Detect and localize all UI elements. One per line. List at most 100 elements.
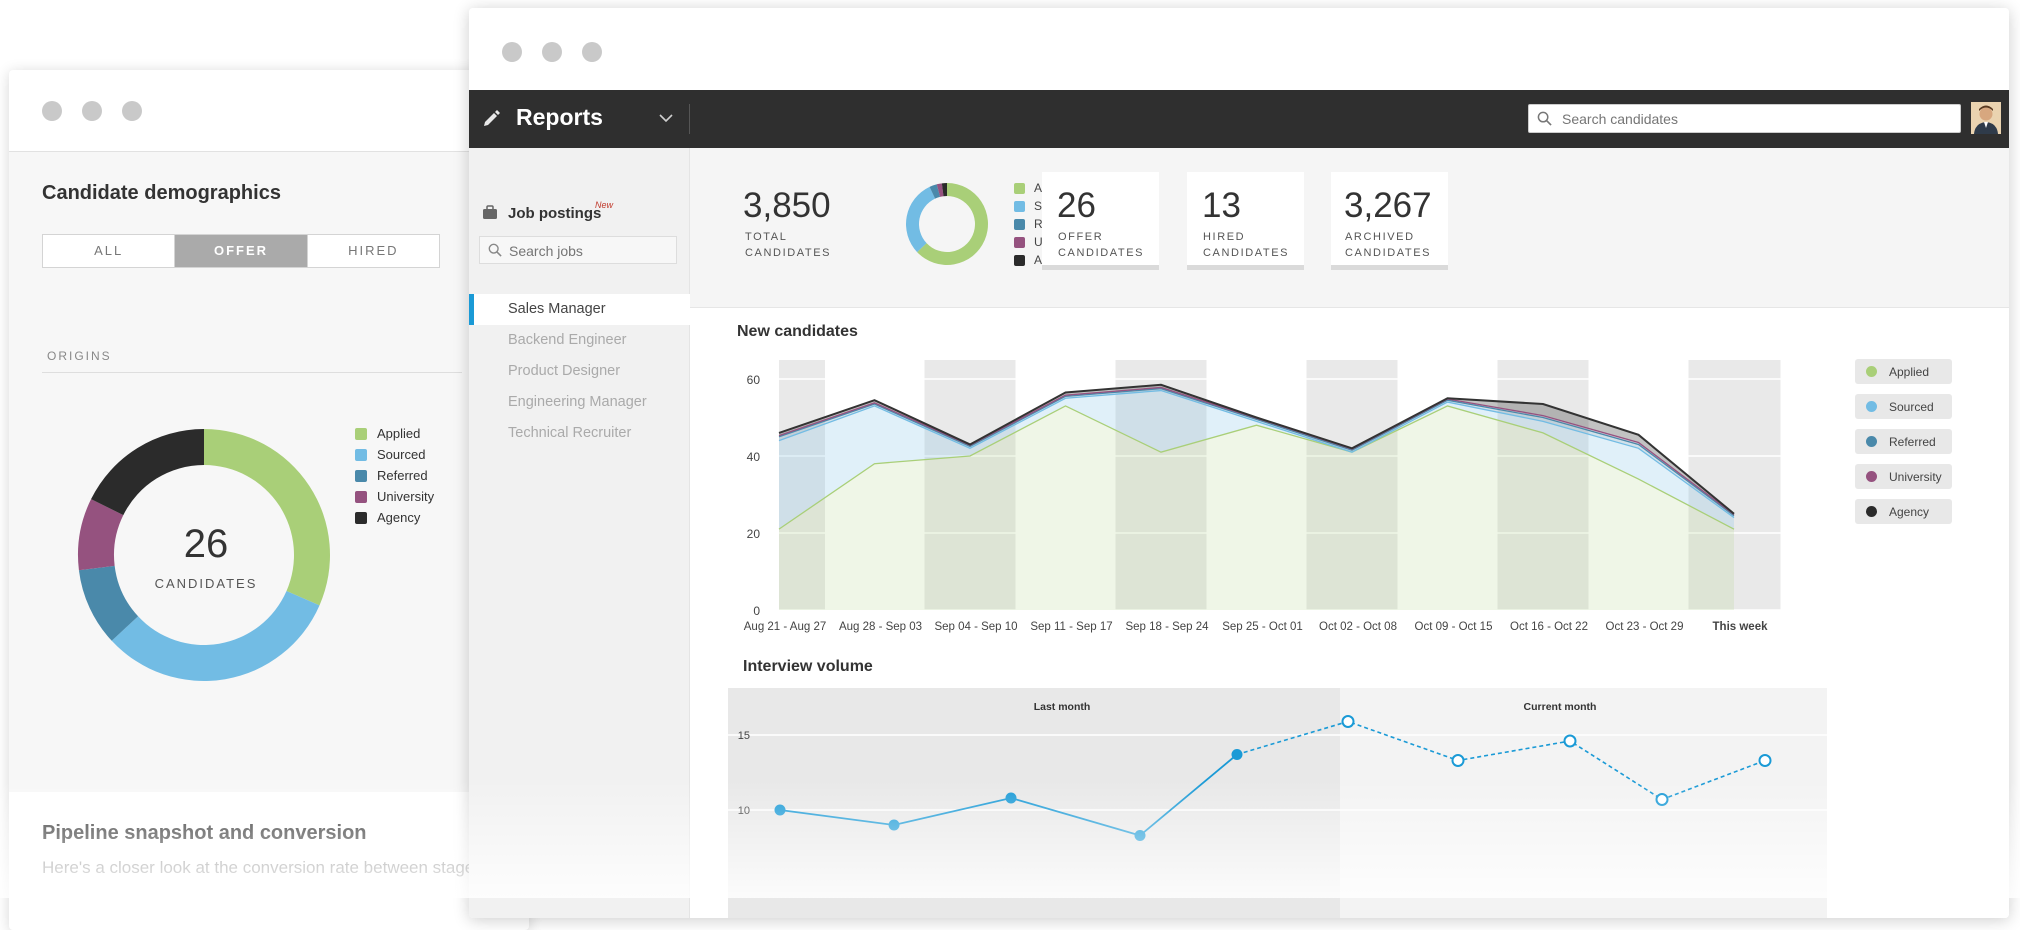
chart-legend-agency[interactable]: Agency (1855, 499, 1952, 524)
origins-donut-slice-applied (204, 429, 330, 606)
donut-caption: CANDIDATES (154, 576, 258, 591)
origins-donut-slice-referred (78, 565, 139, 641)
legend-item-referred: Referred (355, 465, 434, 486)
line-referred (778, 387, 1735, 517)
segment-control: ALL OFFER HIRED (42, 234, 440, 268)
window-zoom-dot[interactable] (122, 101, 142, 121)
x-tick-label: This week (1713, 621, 1769, 633)
window-zoom-dot[interactable] (582, 42, 602, 62)
segment-hired[interactable]: HIRED (306, 235, 439, 267)
interview-point-open (1451, 754, 1465, 767)
window-minimize-dot[interactable] (82, 101, 102, 121)
job-search-input[interactable] (509, 241, 669, 260)
hired-candidates-card[interactable]: 13 HIRED CANDIDATES (1187, 172, 1304, 270)
new-candidates-legend: Applied Sourced Referred University Agency (1855, 359, 1952, 534)
interview-point (888, 819, 900, 831)
x-tick-label: Sep 11 - Sep 17 (1030, 621, 1112, 633)
x-tick-label: Aug 21 - Aug 27 (744, 621, 826, 633)
last-month-band (728, 688, 1340, 918)
interview-point (1005, 792, 1017, 804)
line-agency (778, 383, 1735, 515)
origins-mini-donut (906, 183, 988, 265)
y-tick-label: 20 (747, 527, 761, 541)
archived-candidates-card[interactable]: 3,267 ARCHIVED CANDIDATES (1331, 172, 1448, 270)
pencil-icon (484, 110, 500, 126)
chart-legend-sourced[interactable]: Sourced (1855, 394, 1952, 419)
hired-candidates-label: HIRED CANDIDATES (1203, 231, 1290, 259)
job-item-technical-recruiter[interactable]: Technical Recruiter (508, 425, 632, 441)
section-label-last-month: Last month (1034, 701, 1091, 713)
job-postings-title: Job postings (508, 205, 602, 222)
interview-point (774, 804, 786, 816)
origins-divider (42, 372, 462, 373)
legend-item-university: University (355, 486, 434, 507)
segment-offer[interactable]: OFFER (174, 235, 307, 267)
pipeline-title: Pipeline snapshot and conversion (42, 822, 367, 844)
current-month-band (1340, 688, 1827, 918)
candidate-search (1528, 104, 1961, 133)
job-item-backend-engineer[interactable]: Backend Engineer (508, 332, 627, 348)
mini-donut-slice-university (936, 183, 944, 197)
avatar[interactable] (1971, 102, 2001, 134)
mini-donut-slice-sourced (906, 186, 936, 253)
window-titlebar (469, 8, 2009, 90)
window-titlebar (9, 70, 529, 152)
origins-donut-slice-sourced (111, 590, 320, 681)
job-item-product-designer[interactable]: Product Designer (508, 363, 621, 379)
x-tick-label: Oct 23 - Oct 29 (1606, 621, 1684, 633)
legend-item-sourced: Sourced (355, 444, 434, 465)
window-minimize-dot[interactable] (542, 42, 562, 62)
search-input[interactable] (1562, 108, 1952, 129)
total-candidates-label: TOTAL CANDIDATES (745, 231, 832, 259)
total-candidates-value: 3,850 (743, 186, 831, 225)
y-tick-label: 10 (738, 805, 750, 817)
offer-candidates-label: OFFER CANDIDATES (1058, 231, 1145, 259)
chart-band (924, 360, 1016, 610)
app-title[interactable]: Reports (516, 104, 603, 130)
legend-item-agency: Agency (355, 507, 434, 528)
demographics-panel: Candidate demographics ALL OFFER HIRED O… (9, 152, 529, 792)
mini-donut-slice-agency (941, 183, 947, 197)
chart-band (779, 360, 825, 610)
job-search (479, 236, 677, 264)
new-candidates-title: New candidates (737, 323, 858, 340)
x-tick-label: Sep 25 - Oct 01 (1222, 621, 1303, 633)
reports-window: Reports Job postings (469, 8, 2009, 918)
interview-point (1134, 830, 1146, 841)
chart-legend-applied[interactable]: Applied (1855, 359, 1952, 384)
x-tick-label: Oct 09 - Oct 15 (1415, 621, 1493, 633)
app-header: Reports (469, 90, 2009, 148)
job-item-sales-manager[interactable]: Sales Manager (469, 294, 690, 325)
search-icon (488, 243, 502, 257)
new-badge: New (595, 200, 614, 210)
job-item-engineering-manager[interactable]: Engineering Manager (508, 394, 647, 410)
donut-total: 26 (183, 522, 229, 566)
origins-legend: Applied Sourced Referred University Agency (355, 423, 434, 528)
origins-donut-slice-university (78, 499, 124, 571)
origins-label: ORIGINS (47, 349, 112, 363)
mini-donut-slice-applied (917, 183, 988, 265)
y-tick-label: 15 (738, 730, 750, 742)
chevron-down-icon[interactable] (658, 110, 674, 126)
pipeline-subtitle: Here's a closer look at the conversion r… (42, 858, 488, 877)
offer-candidates-card[interactable]: 26 OFFER CANDIDATES (1042, 172, 1159, 270)
window-close-dot[interactable] (42, 101, 62, 121)
job-list: Sales Manager Backend Engineer Product D… (469, 294, 690, 449)
interview-point-open (1563, 734, 1577, 748)
x-tick-label: Aug 28 - Sep 03 (839, 621, 922, 633)
x-tick-label: Oct 16 - Oct 22 (1510, 621, 1588, 633)
window-close-dot[interactable] (502, 42, 522, 62)
segment-all[interactable]: ALL (94, 243, 124, 258)
chart-legend-referred[interactable]: Referred (1855, 429, 1952, 454)
y-tick-label: 60 (747, 373, 761, 387)
x-tick-label: Oct 02 - Oct 08 (1319, 621, 1397, 633)
origins-donut-slice-agency (91, 429, 204, 516)
demographics-title: Candidate demographics (42, 182, 281, 204)
hired-candidates-value: 13 (1202, 186, 1241, 225)
chart-legend-university[interactable]: University (1855, 464, 1952, 489)
interview-line-current-month (1236, 720, 1766, 801)
x-tick-label: Sep 04 - Sep 10 (934, 621, 1017, 633)
new-candidates-chart: 0 20 40 60 Aug 21 - Aug 27 Aug 28 - Sep 03 Sep… (744, 360, 1788, 633)
